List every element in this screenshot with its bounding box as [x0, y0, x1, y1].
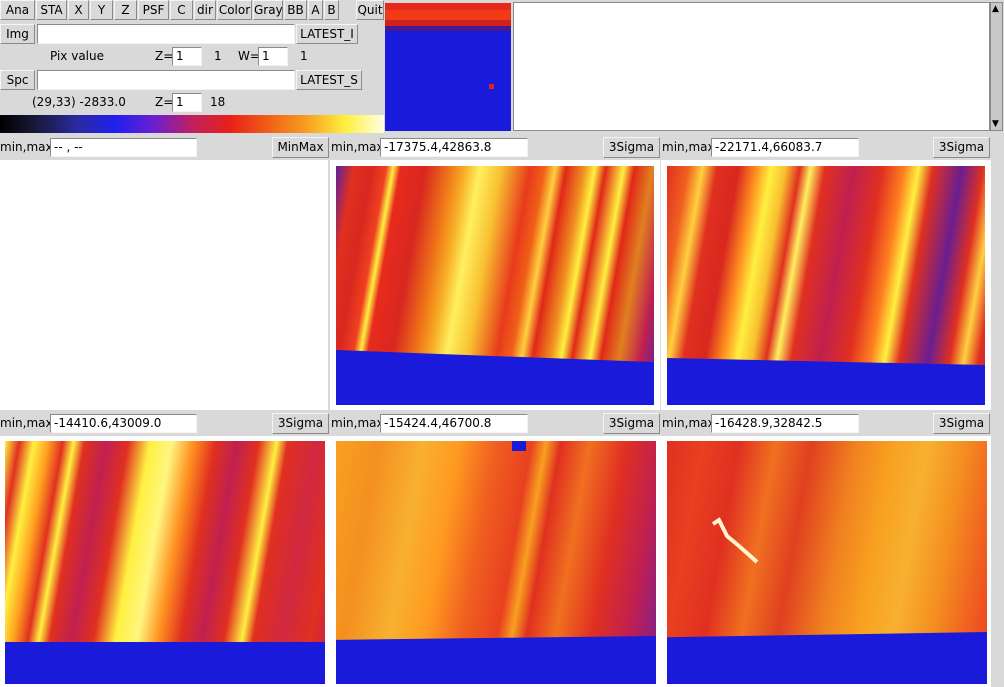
- 3sigma-button-4[interactable]: 3Sigma: [272, 413, 329, 434]
- minmax-input-6[interactable]: -16428.9,32842.5: [711, 414, 859, 433]
- latest-s-button[interactable]: LATEST_S: [296, 70, 362, 90]
- minmax-label: min,max:: [662, 416, 719, 430]
- img-button[interactable]: Img: [0, 24, 35, 44]
- w-max-label: 1: [300, 49, 308, 63]
- minmax-label: min,max:: [331, 140, 388, 154]
- image-panel-1-empty[interactable]: [0, 160, 328, 410]
- z-button[interactable]: Z: [114, 0, 137, 20]
- z-max-label: 1: [214, 49, 222, 63]
- scrollbar[interactable]: ▲ ▼: [990, 2, 1003, 131]
- message-text-area[interactable]: [513, 2, 990, 131]
- z2-input[interactable]: 1: [172, 93, 202, 112]
- b-button[interactable]: B: [324, 0, 339, 20]
- 3sigma-button-2[interactable]: 3Sigma: [603, 137, 660, 158]
- minmax-label: min,max:: [331, 416, 388, 430]
- img-input[interactable]: [37, 24, 295, 44]
- minmax-input-5[interactable]: -15424.4,46700.8: [380, 414, 528, 433]
- gray-button[interactable]: Gray: [253, 0, 283, 20]
- image-panel-3[interactable]: [661, 160, 991, 410]
- image-panel-5[interactable]: [330, 436, 661, 687]
- blue-region: [336, 636, 656, 684]
- w-input[interactable]: 1: [258, 47, 288, 66]
- w-label: W=: [238, 49, 260, 63]
- minmax-input-4[interactable]: -14410.6,43009.0: [50, 414, 197, 433]
- x-button[interactable]: X: [68, 0, 89, 20]
- minmax-input-2[interactable]: -17375.4,42863.8: [380, 138, 528, 157]
- z-input[interactable]: 1: [172, 47, 202, 66]
- bb-button[interactable]: BB: [284, 0, 307, 20]
- cosmic-ray-streak: [711, 517, 759, 564]
- colorbar: [0, 115, 384, 133]
- minmax-button[interactable]: MinMax: [272, 137, 329, 158]
- minmax-input-1[interactable]: -- , --: [50, 138, 197, 157]
- dir-button[interactable]: dir: [194, 0, 216, 20]
- spc-input[interactable]: [37, 70, 295, 90]
- pix-value-label: Pix value: [50, 49, 104, 63]
- z2-label: Z=: [155, 95, 174, 109]
- psf-button[interactable]: PSF: [138, 0, 169, 20]
- blue-region: [5, 642, 325, 684]
- spc-button[interactable]: Spc: [0, 70, 35, 90]
- minmax-label: min,max:: [662, 140, 719, 154]
- latest-i-button[interactable]: LATEST_I: [296, 24, 358, 44]
- z2-max-label: 18: [210, 95, 226, 109]
- blue-spot: [512, 441, 526, 451]
- scroll-down-arrow-icon[interactable]: ▼: [992, 119, 999, 129]
- image-panel-2[interactable]: [330, 160, 660, 410]
- blue-region: [667, 358, 985, 405]
- quit-button[interactable]: Quit: [356, 0, 384, 20]
- z-label: Z=: [155, 49, 174, 63]
- ana-button[interactable]: Ana: [0, 0, 35, 20]
- image-panel-6[interactable]: [661, 436, 991, 687]
- minmax-input-3[interactable]: -22171.4,66083.7: [711, 138, 859, 157]
- minmax-label: min,max:: [0, 416, 57, 430]
- 3sigma-button-3[interactable]: 3Sigma: [933, 137, 990, 158]
- image-panel-4[interactable]: [0, 436, 330, 687]
- cursor-coordinates: (29,33) -2833.0: [32, 95, 126, 109]
- color-button[interactable]: Color: [217, 0, 252, 20]
- 3sigma-button-5[interactable]: 3Sigma: [603, 413, 660, 434]
- sta-button[interactable]: STA: [36, 0, 67, 20]
- a-button[interactable]: A: [308, 0, 323, 20]
- thumbnail-image[interactable]: [385, 3, 511, 131]
- scroll-up-arrow-icon[interactable]: ▲: [992, 4, 999, 14]
- c-button[interactable]: C: [170, 0, 193, 20]
- y-button[interactable]: Y: [90, 0, 113, 20]
- minmax-label: min,max:: [0, 140, 57, 154]
- blue-region: [667, 632, 987, 684]
- 3sigma-button-6[interactable]: 3Sigma: [933, 413, 990, 434]
